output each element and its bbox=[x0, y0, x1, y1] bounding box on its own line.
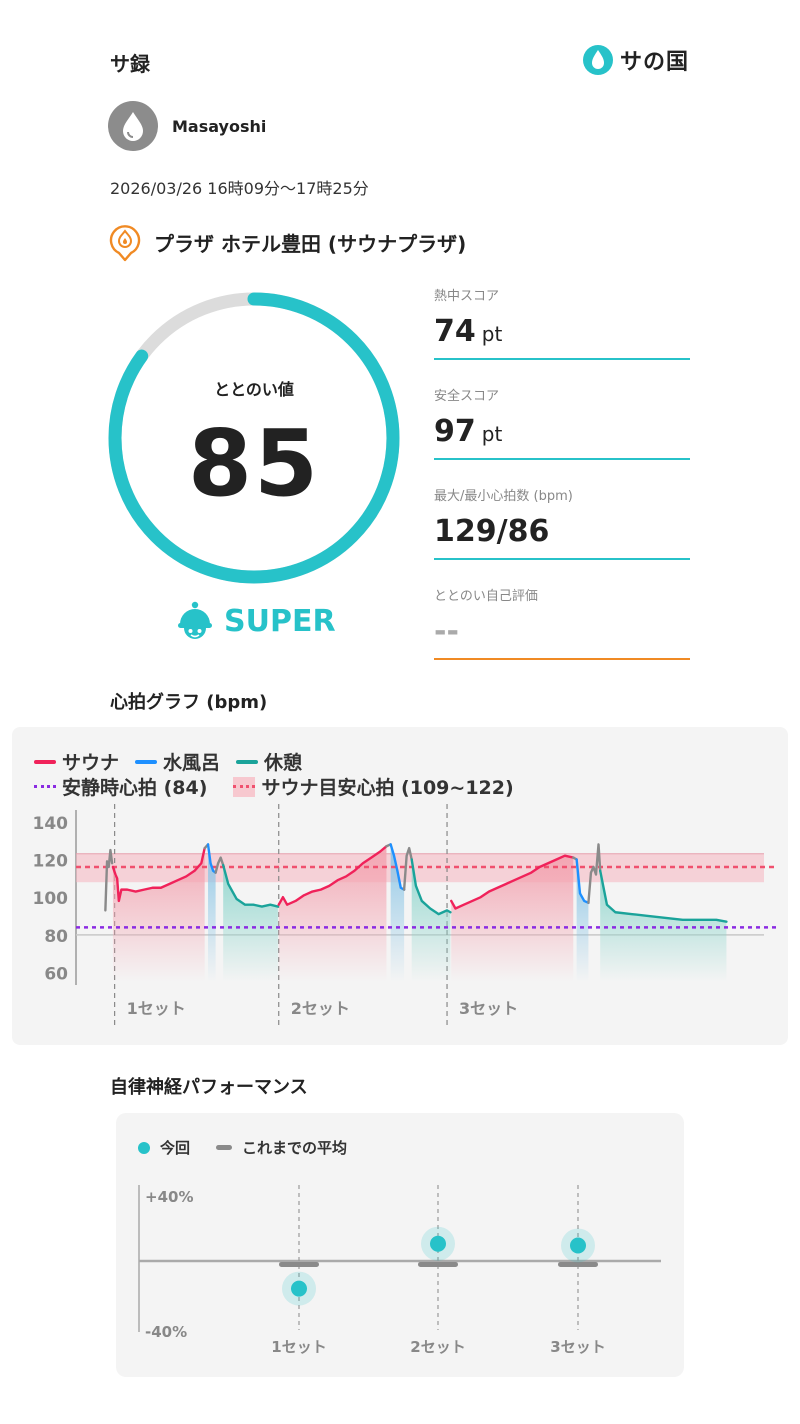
legend-target-hr: サウナ目安心拍 (109~122) bbox=[261, 777, 514, 799]
ans-legend: 今回 これまでの平均 bbox=[138, 1137, 347, 1158]
app-title: サ録 bbox=[110, 52, 150, 76]
ans-section-title: 自律神経パフォーマンス bbox=[110, 1077, 308, 1098]
y-tick-label: 120 bbox=[33, 851, 69, 871]
cold-line bbox=[206, 843, 217, 874]
sauna-area bbox=[112, 848, 205, 982]
rest-legend-swatch bbox=[236, 759, 259, 764]
set-label: 1セット bbox=[127, 999, 186, 1018]
ans-average-bar bbox=[279, 1261, 319, 1267]
set-label: 3セット bbox=[459, 999, 518, 1018]
ans-current-point bbox=[430, 1235, 446, 1252]
heart-rate-legend-row-2: 安静時心拍 (84) サウナ目安心拍 (109~122) bbox=[34, 773, 514, 800]
set-label: 2セット bbox=[291, 999, 350, 1018]
metric-label: ととのい自己評価 bbox=[434, 589, 538, 604]
totonoi-gauge bbox=[108, 292, 400, 584]
brand-logo: サの国 bbox=[582, 44, 689, 76]
ans-current-point bbox=[291, 1280, 307, 1297]
metric-heat-score: 熱中スコア 74 pt bbox=[434, 285, 690, 360]
level-badge: SUPER bbox=[176, 600, 336, 642]
rest-area bbox=[223, 865, 278, 982]
y-tick-label: 60 bbox=[44, 965, 68, 985]
y-tick-label: 140 bbox=[33, 814, 69, 834]
metric-underline bbox=[434, 558, 690, 560]
cold-area bbox=[390, 844, 405, 982]
totonoi-value: 85 bbox=[187, 410, 321, 517]
metric-label: 安全スコア bbox=[434, 389, 500, 404]
pre-line bbox=[104, 848, 114, 912]
metric-value: 97 pt bbox=[434, 414, 503, 449]
location-flame-pin-icon bbox=[109, 225, 141, 262]
resting-hr-legend-swatch bbox=[34, 785, 56, 788]
metric-label: 最大/最小心拍数 (bpm) bbox=[434, 489, 573, 504]
rest-line bbox=[599, 869, 728, 923]
facility[interactable]: プラザ ホテル豊田 (サウナプラザ) bbox=[108, 222, 466, 262]
ans-set-label: 3セット bbox=[550, 1338, 605, 1356]
session-time: 2026/03/26 16時09分〜17時25分 bbox=[110, 179, 369, 198]
heart-rate-section-title: 心拍グラフ (bpm) bbox=[110, 692, 268, 713]
helmet-mascot-icon bbox=[178, 601, 212, 639]
ans-average-bar bbox=[418, 1261, 458, 1267]
sauna-line bbox=[111, 846, 206, 903]
level-text: SUPER bbox=[224, 603, 336, 639]
legend-rest: 休憩 bbox=[264, 752, 303, 774]
cold-line bbox=[389, 843, 406, 891]
legend-cold-bath: 水風呂 bbox=[163, 752, 221, 774]
avatar[interactable] bbox=[108, 101, 158, 151]
ans-y-tick-top: +40% bbox=[145, 1188, 193, 1206]
gauge-progress-arc bbox=[108, 292, 400, 584]
facility-name[interactable]: プラザ ホテル豊田 (サウナプラザ) bbox=[154, 231, 467, 256]
water-drop-icon bbox=[123, 112, 143, 141]
metric-underline bbox=[434, 358, 690, 360]
transition-line bbox=[402, 846, 413, 891]
metric-self-rating[interactable]: ととのい自己評価 -- bbox=[434, 585, 690, 660]
ans-current-point bbox=[570, 1237, 586, 1254]
heart-rate-chart: 140 120 100 80 60 1セット 2セット 3セット bbox=[33, 804, 776, 1025]
water-drop-icon bbox=[583, 45, 613, 75]
heart-rate-legend-row-1: サウナ 水風呂 休憩 bbox=[34, 748, 302, 775]
legend-sauna: サウナ bbox=[62, 752, 120, 774]
metric-underline bbox=[434, 658, 690, 660]
ans-y-tick-bottom: -40% bbox=[145, 1323, 187, 1341]
metric-value: 74 pt bbox=[434, 314, 503, 349]
y-tick-label: 100 bbox=[33, 889, 69, 909]
metric-value[interactable]: -- bbox=[434, 614, 459, 649]
ans-set-label: 1セット bbox=[271, 1338, 326, 1356]
rest-line bbox=[221, 863, 280, 908]
metric-safety-score: 安全スコア 97 pt bbox=[434, 385, 690, 460]
totonoi-label: ととのい値 bbox=[214, 380, 294, 399]
ans-legend-average-label: これまでの平均 bbox=[242, 1139, 348, 1157]
ans-set-label: 2セット bbox=[410, 1338, 465, 1356]
user-info[interactable]: Masayoshi bbox=[108, 101, 266, 151]
rest-line bbox=[410, 858, 452, 916]
legend-resting-hr: 安静時心拍 (84) bbox=[62, 777, 208, 799]
target-hr-legend-swatch bbox=[233, 776, 256, 797]
transition-line bbox=[214, 856, 225, 874]
ans-chart: +40% -40% 1セット 2セット 3セット bbox=[138, 1185, 661, 1356]
sauna-area bbox=[278, 846, 387, 982]
ans-average-bar bbox=[558, 1261, 598, 1267]
average-bar-swatch bbox=[216, 1145, 233, 1150]
ans-legend-average: これまでの平均 bbox=[216, 1137, 347, 1158]
cold-area bbox=[208, 844, 216, 982]
cold-bath-legend-swatch bbox=[135, 759, 158, 764]
user-name[interactable]: Masayoshi bbox=[172, 116, 267, 136]
ans-card bbox=[116, 1113, 684, 1377]
current-dot-swatch bbox=[138, 1141, 150, 1154]
sauna-area bbox=[451, 855, 574, 982]
ans-legend-current-label: 今回 bbox=[160, 1139, 191, 1157]
ans-legend-current: 今回 bbox=[138, 1137, 190, 1158]
metric-underline bbox=[434, 458, 690, 460]
sauna-line bbox=[450, 854, 575, 910]
cold-line bbox=[575, 858, 590, 905]
metric-value: 129/86 bbox=[434, 514, 550, 549]
rest-area bbox=[411, 859, 451, 982]
metric-heart-rate-range: 最大/最小心拍数 (bpm) 129/86 bbox=[434, 485, 690, 560]
y-tick-label: 80 bbox=[44, 927, 68, 947]
sauna-legend-swatch bbox=[34, 759, 56, 764]
metric-label: 熱中スコア bbox=[434, 289, 500, 304]
sauna-line bbox=[277, 845, 388, 906]
brand-name: サの国 bbox=[620, 50, 690, 75]
transition-line bbox=[587, 843, 602, 905]
